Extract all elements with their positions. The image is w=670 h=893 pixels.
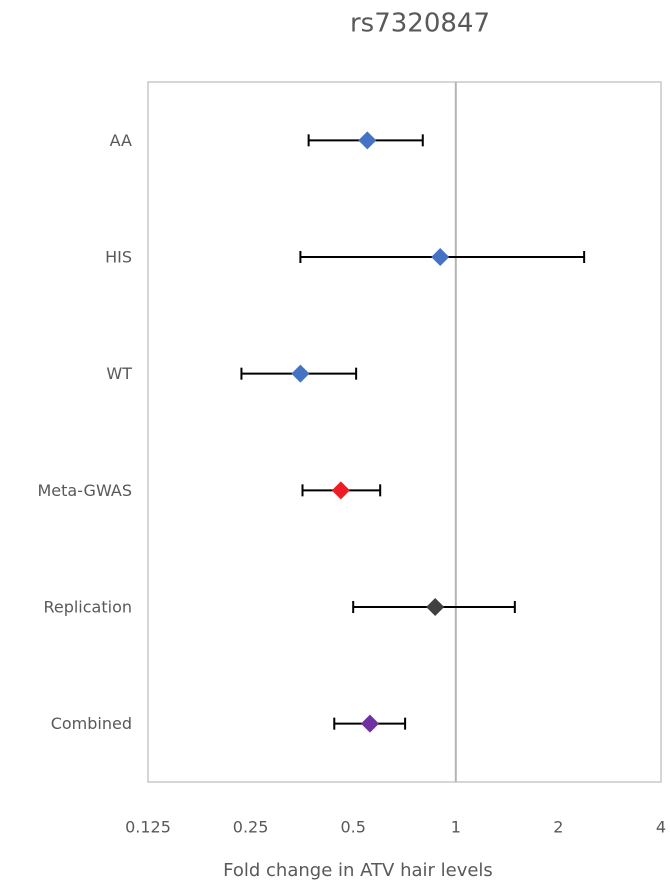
plot-frame	[147, 81, 662, 783]
y-tick-label: WT	[106, 364, 132, 383]
chart-title: rs7320847	[350, 9, 490, 39]
y-tick-label: Meta-GWAS	[37, 481, 132, 500]
x-tick-label: 0.25	[233, 818, 269, 837]
x-tick-label: 4	[656, 818, 666, 837]
x-tick-label: 0.5	[340, 818, 365, 837]
y-tick-label: Replication	[43, 598, 132, 617]
point	[291, 364, 310, 383]
x-tick-label: 0.125	[125, 818, 171, 837]
x-tick-label: 1	[451, 818, 461, 837]
y-tick-label: Combined	[51, 714, 132, 733]
y-tick-label: AA	[110, 131, 132, 150]
y-tick-label: HIS	[105, 248, 132, 267]
x-axis-label: Fold change in ATV hair levels	[223, 860, 493, 881]
point	[431, 248, 450, 266]
point	[426, 598, 445, 616]
point	[358, 131, 377, 150]
x-tick-label: 2	[553, 818, 563, 837]
point	[360, 714, 379, 733]
point	[331, 481, 350, 500]
